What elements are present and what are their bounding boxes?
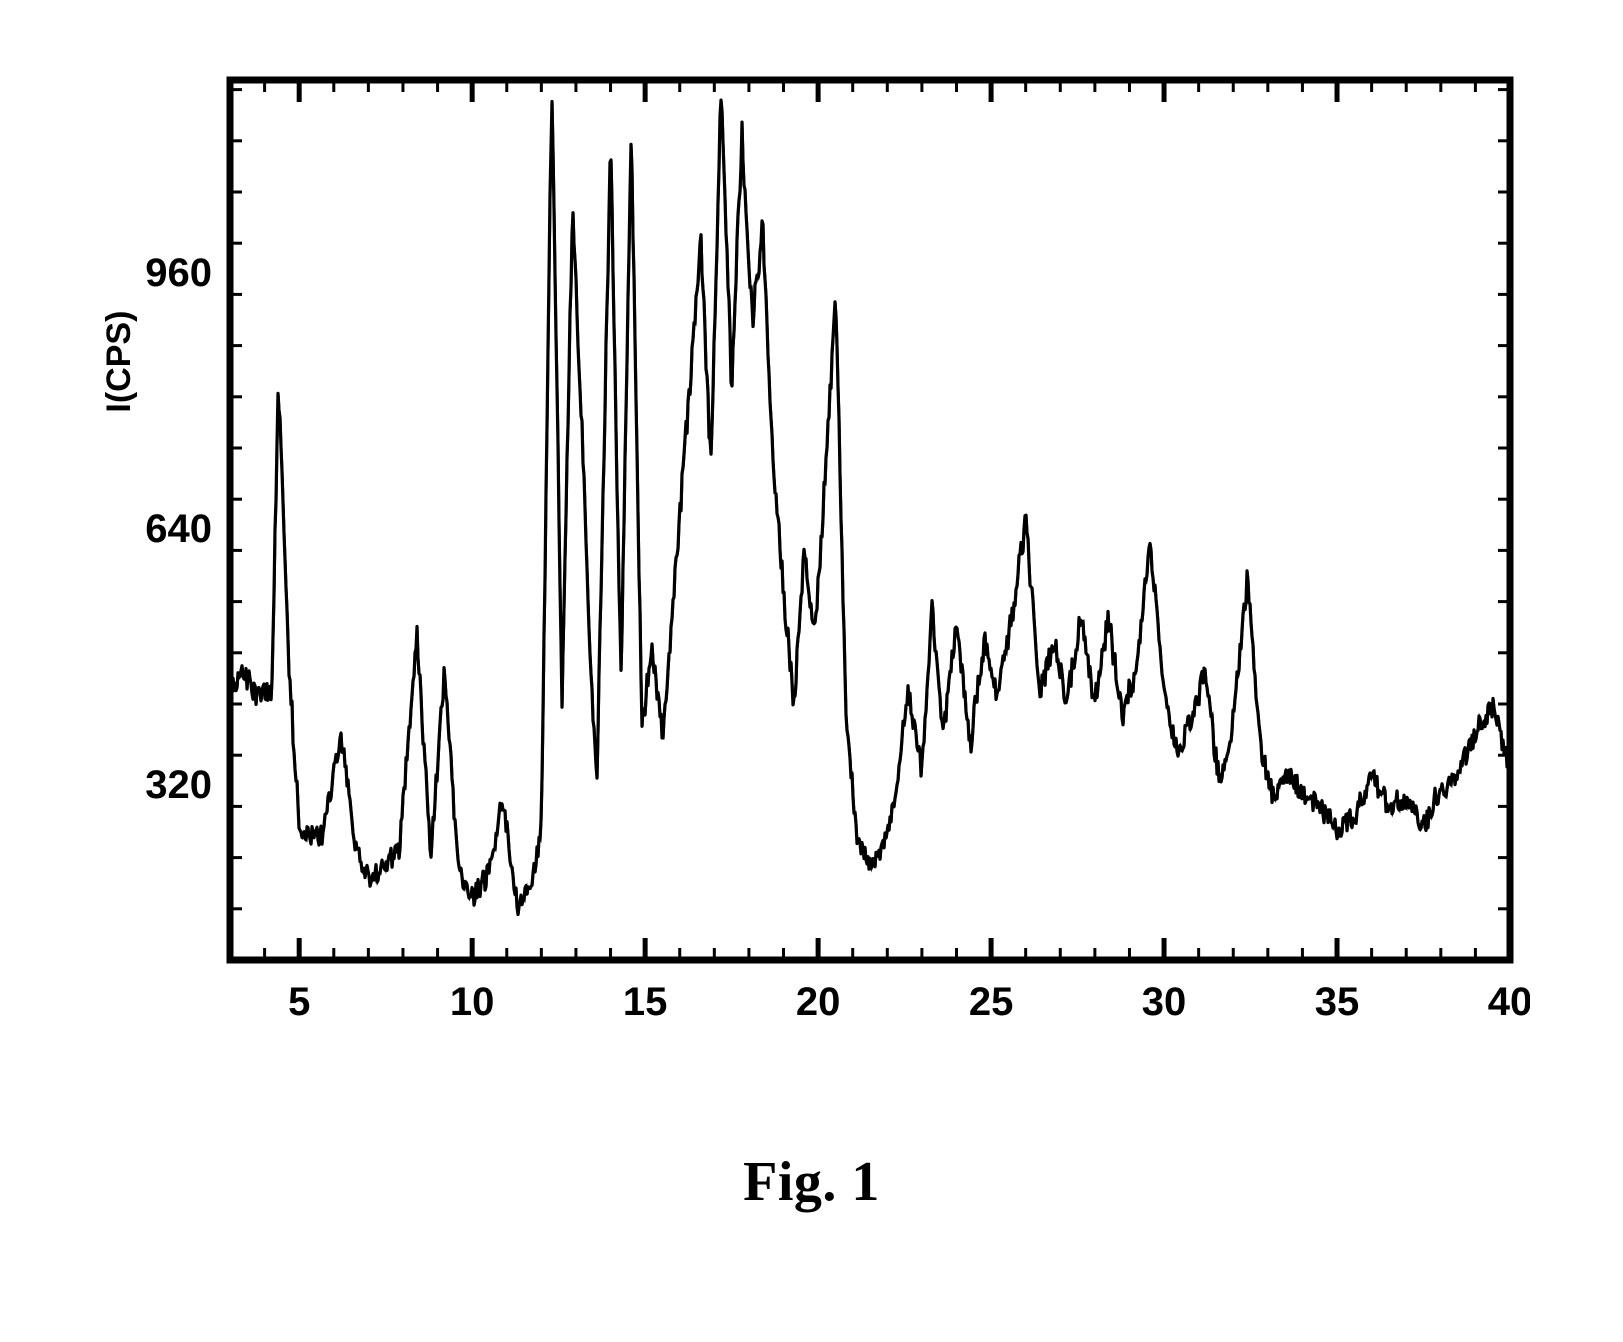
svg-text:35: 35 (1315, 980, 1360, 1024)
svg-text:5: 5 (288, 980, 310, 1024)
svg-text:320: 320 (145, 763, 212, 807)
figure-caption: Fig. 1 (0, 1150, 1623, 1214)
xrd-chart: 5 10 15 20 25 30 35 40 320 640 960I(CPS) (90, 60, 1530, 1070)
svg-text:20: 20 (796, 980, 841, 1024)
svg-text:40: 40 (1488, 980, 1530, 1024)
svg-text:30: 30 (1142, 980, 1187, 1024)
svg-text:I(CPS): I(CPS) (100, 311, 138, 413)
svg-text:960: 960 (145, 251, 212, 295)
svg-text:10: 10 (450, 980, 495, 1024)
svg-text:25: 25 (969, 980, 1014, 1024)
svg-text:15: 15 (623, 980, 668, 1024)
svg-text:640: 640 (145, 507, 212, 551)
